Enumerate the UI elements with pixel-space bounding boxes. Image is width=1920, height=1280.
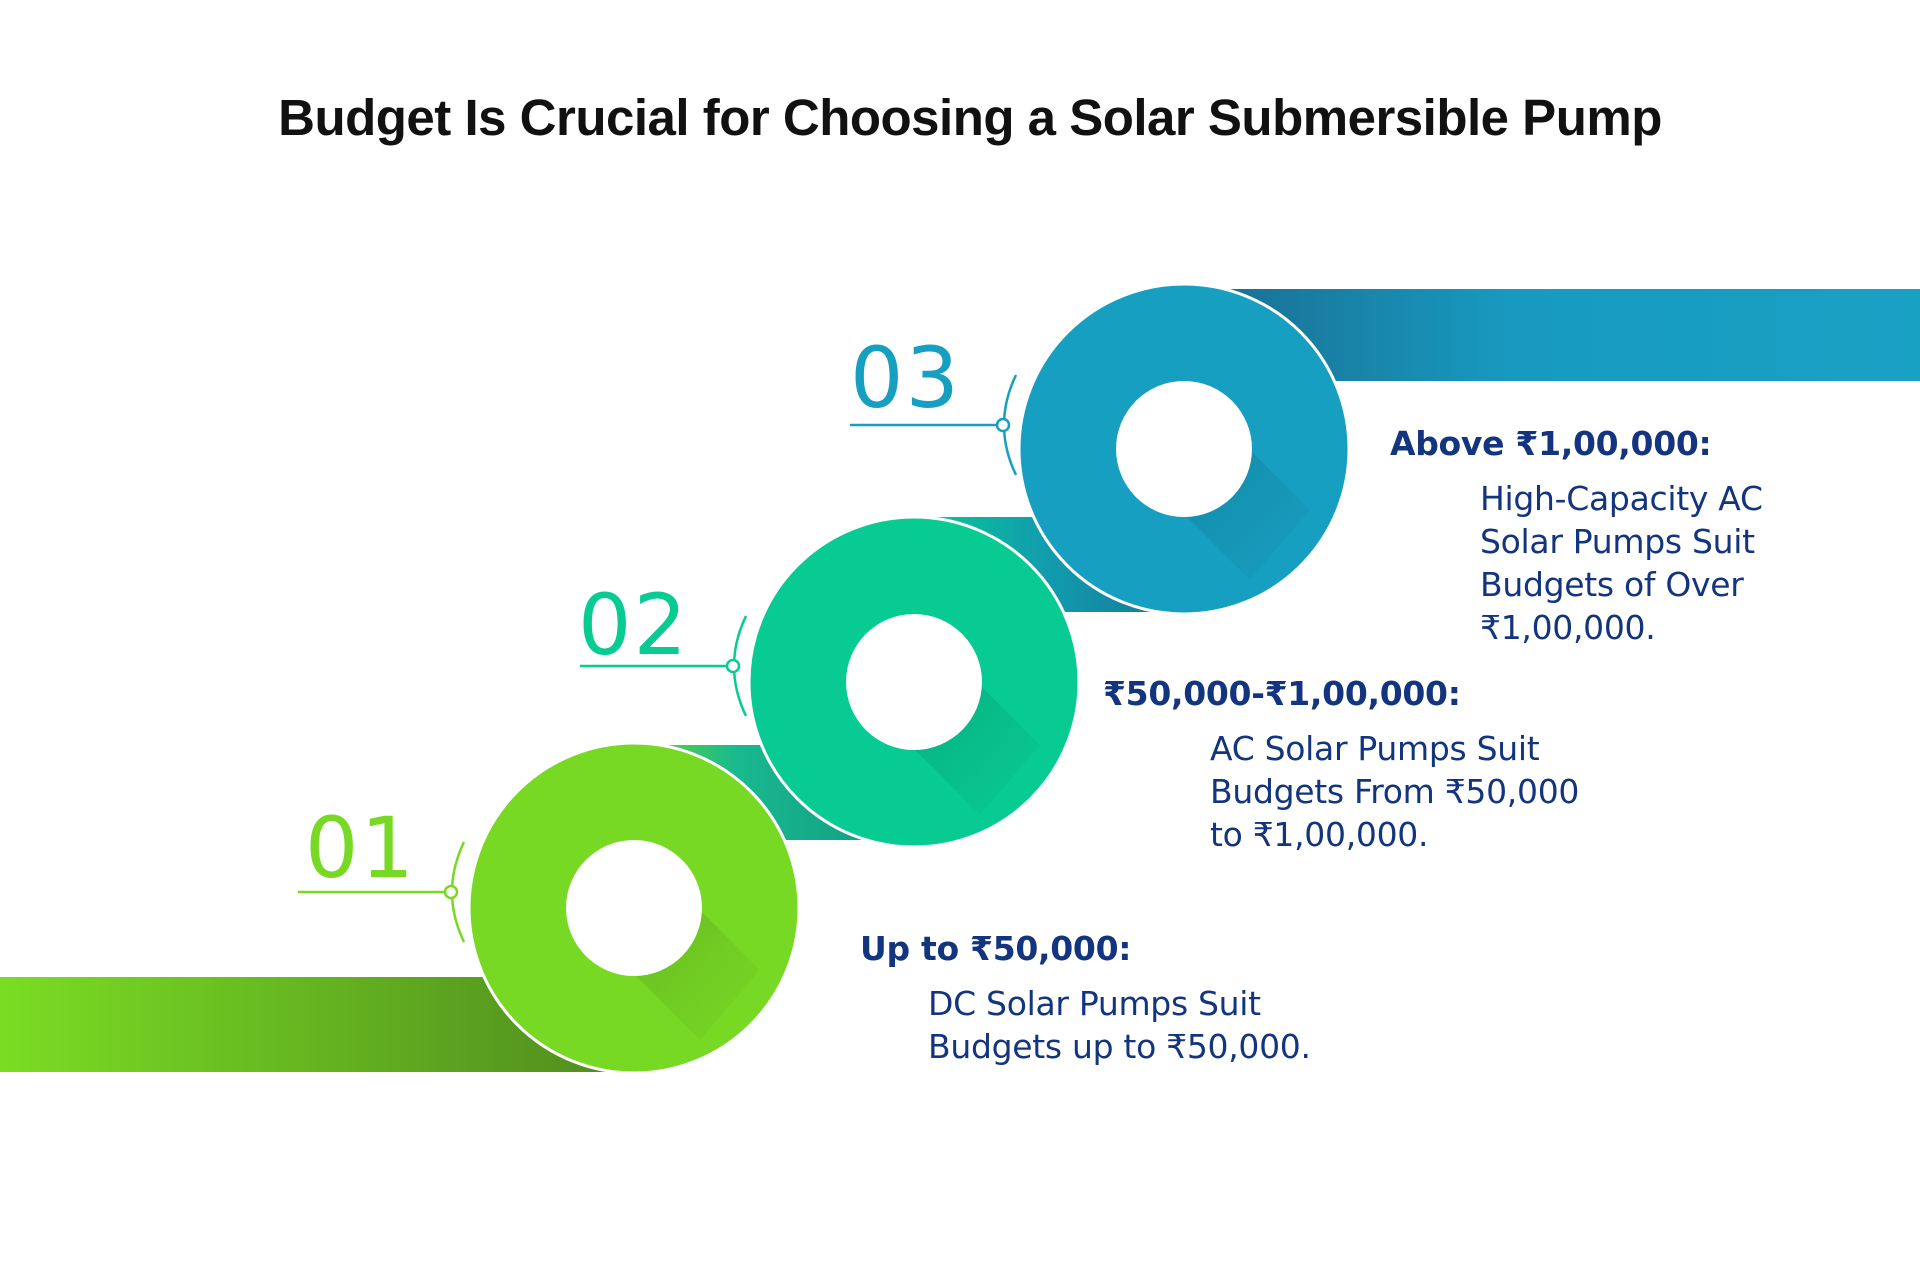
leader-step-1	[298, 841, 466, 943]
ring-step-2	[747, 515, 1081, 849]
step-number-2: 02	[578, 576, 689, 674]
step-description-3: High-Capacity AC Solar Pumps Suit Budget…	[1480, 479, 1763, 647]
page-title: Budget Is Crucial for Choosing a Solar S…	[278, 89, 1662, 146]
step-heading-1: Up to ₹50,000:	[860, 929, 1132, 968]
step-heading-3: Above ₹1,00,000:	[1390, 424, 1712, 463]
step-description-1: DC Solar Pumps Suit Budgets up to ₹50,00…	[928, 984, 1311, 1066]
leader-step-2	[580, 615, 748, 717]
step-number-1: 01	[305, 799, 416, 897]
step-heading-2: ₹50,000-₹1,00,000:	[1103, 674, 1461, 713]
step-block-2: ₹50,000-₹1,00,000: AC Solar Pumps Suit B…	[1103, 674, 1579, 856]
step-block-1: Up to ₹50,000: DC Solar Pumps Suit Budge…	[860, 929, 1311, 1068]
step-number-3: 03	[850, 329, 961, 427]
ring-step-3	[1017, 282, 1351, 616]
ring-step-1	[467, 741, 801, 1075]
leader-step-3	[850, 374, 1018, 476]
step-description-2: AC Solar Pumps Suit Budgets From ₹50,000…	[1210, 729, 1580, 854]
step-block-3: Above ₹1,00,000: High-Capacity AC Solar …	[1390, 424, 1763, 649]
